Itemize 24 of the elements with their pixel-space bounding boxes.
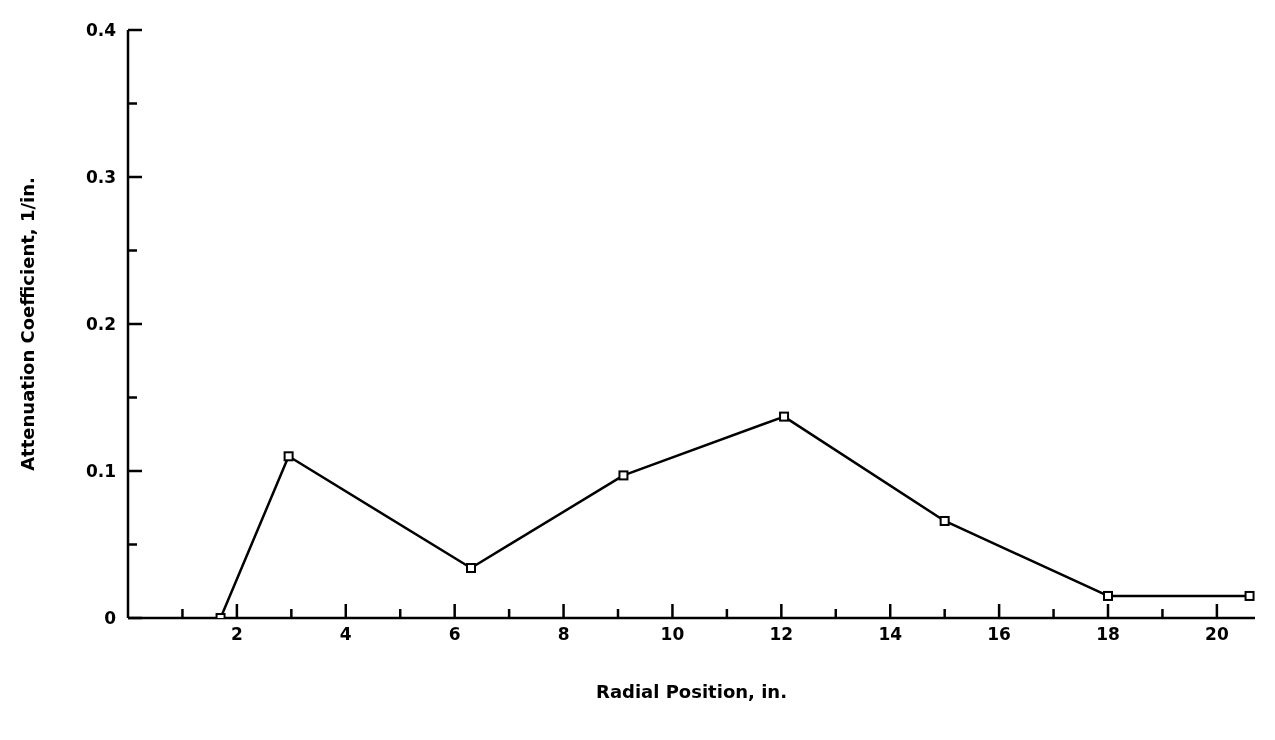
y-tick-label: 0.2 [85, 313, 116, 334]
x-tick-label: 12 [769, 624, 794, 644]
y-tick-label: 0.4 [85, 19, 117, 40]
x-tick-label: 18 [1096, 624, 1120, 644]
x-tick-label: 20 [1205, 624, 1229, 644]
x-tick-label: 14 [878, 624, 903, 644]
point [283, 451, 294, 462]
y-tick-label: 0.1 [85, 460, 116, 481]
point [466, 563, 476, 574]
y-axis-title: Attenuation Coefficient, 1/in. [17, 177, 39, 471]
point [779, 411, 790, 422]
x-tick-label: 4 [339, 624, 352, 644]
x-axis-title: Radial Position, in. [596, 681, 787, 702]
x-tick-label: 8 [557, 624, 570, 644]
x-tick-label: 16 [987, 624, 1011, 644]
point [618, 470, 629, 481]
point [939, 515, 950, 526]
x-tick-label: 2 [230, 624, 243, 644]
x-tick-label: 10 [660, 624, 685, 644]
y-tick-label: 0.3 [85, 166, 116, 187]
point [1244, 590, 1255, 601]
point [1103, 590, 1113, 601]
y-tick-label: 0 [104, 607, 117, 628]
x-tick-label: 6 [448, 624, 461, 644]
